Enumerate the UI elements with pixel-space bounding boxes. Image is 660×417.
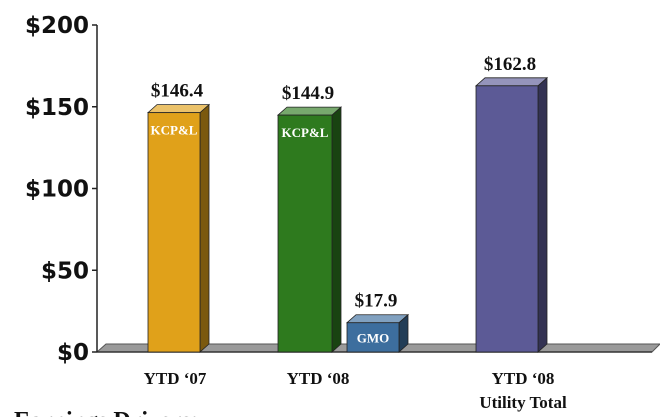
y-tick-label: $0 (57, 340, 89, 366)
x-tick-label: YTD ‘07 (144, 369, 207, 388)
section-heading: Earnings Drivers: (14, 408, 199, 417)
bar-top (146, 104, 211, 114)
bar-top (345, 314, 410, 324)
bar-top (474, 77, 549, 87)
y-tick-label: $200 (25, 13, 89, 39)
x-tick-label: YTD ‘08 Utility Total (479, 369, 567, 412)
bar-side (331, 106, 342, 353)
bar-inner-label: KCP&L (151, 123, 198, 138)
bar (475, 85, 539, 353)
y-tick-label: $150 (25, 95, 89, 121)
x-tick-label: YTD ‘08 (287, 369, 350, 388)
y-tick-label: $100 (25, 177, 89, 203)
bar-side (199, 103, 210, 353)
y-tick-label: $50 (41, 258, 89, 284)
value-label: $144.9 (282, 83, 334, 104)
bar (277, 114, 333, 353)
bar-side (537, 76, 548, 353)
value-label: $17.9 (355, 291, 398, 312)
bar (147, 112, 201, 353)
value-label: $162.8 (484, 54, 536, 75)
value-label: $146.4 (151, 81, 204, 102)
bar-top (276, 106, 343, 116)
bar-inner-label: GMO (357, 330, 390, 345)
bar (346, 322, 400, 353)
bar-inner-label: KCP&L (282, 125, 329, 140)
